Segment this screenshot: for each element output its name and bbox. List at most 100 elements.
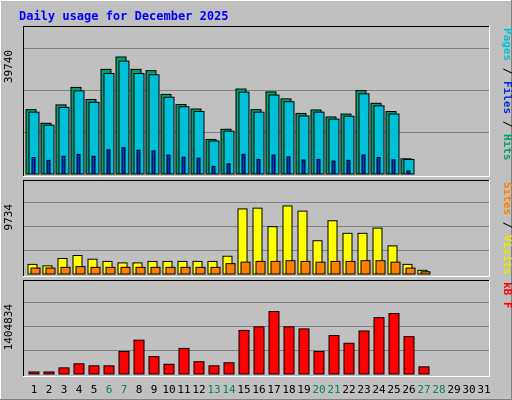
bar-sites bbox=[345, 260, 356, 275]
legend-entry: Pages bbox=[501, 28, 512, 61]
legend-entry: / bbox=[501, 114, 512, 134]
bar-kb-f bbox=[73, 363, 85, 375]
legend-entry: Sites bbox=[501, 182, 512, 215]
bar-files bbox=[346, 159, 351, 175]
bar-kb-f bbox=[133, 339, 145, 375]
panel-hits: 39740 Pages / Files / Hits bbox=[2, 26, 512, 177]
bar-sites bbox=[60, 266, 71, 275]
day-label: 24 bbox=[372, 383, 386, 396]
bar-files bbox=[301, 159, 306, 175]
bar-files bbox=[361, 154, 366, 175]
chart-title: Daily usage for December 2025 bbox=[19, 9, 229, 23]
day-label: 5 bbox=[91, 383, 98, 396]
day-label: 17 bbox=[267, 383, 280, 396]
bar-files bbox=[46, 159, 51, 175]
bar-kb-f bbox=[58, 367, 70, 375]
day-label: 25 bbox=[387, 383, 400, 396]
bar-files bbox=[166, 154, 171, 175]
day-label: 10 bbox=[162, 383, 175, 396]
bar-files bbox=[211, 165, 216, 175]
bar-files bbox=[331, 160, 336, 175]
bar-kb-f bbox=[208, 365, 220, 375]
bar-kb-f bbox=[118, 350, 130, 375]
bar-kb-f bbox=[403, 336, 415, 375]
bar-files bbox=[196, 157, 201, 175]
bar-sites bbox=[375, 260, 386, 275]
day-label: 9 bbox=[151, 383, 158, 396]
day-label: 18 bbox=[282, 383, 295, 396]
day-label: 13 bbox=[207, 383, 220, 396]
day-label: 23 bbox=[357, 383, 370, 396]
bar-sites bbox=[270, 260, 281, 275]
day-label: 1 bbox=[31, 383, 38, 396]
bar-kb-f bbox=[268, 310, 280, 375]
y-max-label: 1404834 bbox=[2, 304, 15, 351]
bar-files bbox=[316, 158, 321, 175]
bar-sites bbox=[240, 261, 251, 275]
bar-sites bbox=[405, 267, 416, 275]
day-label: 14 bbox=[222, 383, 236, 396]
bar-files bbox=[241, 153, 246, 175]
day-label: 4 bbox=[76, 383, 83, 396]
day-label: 11 bbox=[177, 383, 190, 396]
legend-entry: Visits bbox=[501, 235, 512, 275]
bar-sites bbox=[165, 266, 176, 275]
bar-files bbox=[406, 170, 411, 175]
bar-sites bbox=[45, 267, 56, 275]
bar-sites bbox=[330, 260, 341, 275]
bar-sites bbox=[120, 266, 131, 275]
bar-sites bbox=[135, 266, 146, 275]
bar-sites bbox=[360, 260, 371, 275]
bar-files bbox=[151, 150, 156, 175]
legend-kbytes: kB F bbox=[501, 282, 512, 309]
bar-kb-f bbox=[28, 371, 40, 375]
day-label: 30 bbox=[462, 383, 475, 396]
bar-files bbox=[226, 163, 231, 175]
day-label: 19 bbox=[297, 383, 310, 396]
day-label: 21 bbox=[327, 383, 340, 396]
bar-files bbox=[106, 149, 111, 175]
bar-kb-f bbox=[253, 326, 265, 375]
day-label: 27 bbox=[417, 383, 430, 396]
panel-kbytes: 1404834 kB F bbox=[2, 280, 512, 377]
bar-sites bbox=[180, 266, 191, 275]
chart-panels: 39740 Pages / Files / Hits 9734 Sites / Vis… bbox=[2, 26, 512, 377]
bar-files bbox=[76, 153, 81, 175]
bar-sites bbox=[390, 261, 401, 275]
day-label: 22 bbox=[342, 383, 355, 396]
bar-sites bbox=[300, 260, 311, 275]
panel-visits: 9734 Sites / Visits bbox=[2, 180, 512, 277]
bar-sites bbox=[30, 267, 41, 275]
bar-kb-f bbox=[373, 317, 385, 375]
bar-sites bbox=[90, 266, 101, 275]
bar-files bbox=[181, 156, 186, 175]
bar-kb-f bbox=[163, 363, 175, 375]
bar-files bbox=[61, 155, 66, 175]
bar-sites bbox=[285, 260, 296, 275]
day-label: 7 bbox=[121, 383, 128, 396]
legend-entry: / bbox=[501, 215, 512, 235]
legend-entry: kB F bbox=[501, 282, 512, 309]
bar-files bbox=[91, 155, 96, 175]
bar-files bbox=[376, 157, 381, 175]
day-label: 31 bbox=[477, 383, 490, 396]
day-label: 29 bbox=[447, 383, 460, 396]
day-label: 20 bbox=[312, 383, 325, 396]
bar-sites bbox=[210, 266, 221, 275]
day-label: 8 bbox=[136, 383, 143, 396]
y-max-label: 9734 bbox=[2, 204, 15, 231]
bar-files bbox=[121, 147, 126, 175]
legend-visits: Sites / Visits bbox=[501, 182, 512, 275]
day-label: 26 bbox=[402, 383, 415, 396]
day-label: 28 bbox=[432, 383, 445, 396]
bar-sites bbox=[105, 266, 116, 275]
bar-kb-f bbox=[223, 362, 235, 375]
bar-sites bbox=[150, 266, 161, 275]
bar-kb-f bbox=[418, 366, 430, 375]
y-max-label: 39740 bbox=[2, 50, 15, 83]
legend-entry: / bbox=[501, 61, 512, 81]
bar-kb-f bbox=[298, 328, 310, 375]
bar-sites bbox=[255, 260, 266, 275]
bar-files bbox=[271, 154, 276, 175]
